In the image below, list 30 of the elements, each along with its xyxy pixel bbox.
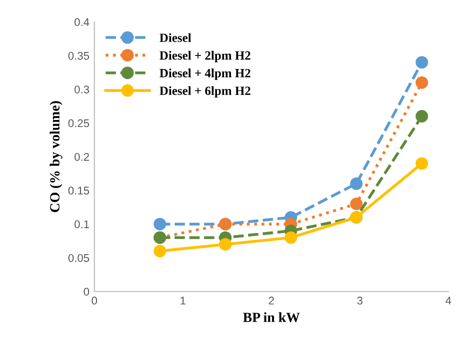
y-tick-label: 0.2 bbox=[74, 152, 89, 161]
legend-label: Diesel + 4lpm H2 bbox=[160, 68, 250, 80]
y-tick-label: 0.15 bbox=[68, 186, 90, 195]
x-tick-label: 3 bbox=[357, 296, 362, 305]
y-tick-label: 0.4 bbox=[74, 18, 90, 26]
point bbox=[284, 231, 298, 244]
point bbox=[219, 238, 232, 251]
y-tick-label: 0.35 bbox=[68, 52, 90, 60]
point bbox=[350, 198, 363, 210]
x-tick-label: 4 bbox=[446, 296, 452, 304]
legend-label: Diesel + 2lpm H2 bbox=[160, 50, 250, 62]
legend-label: Diesel bbox=[160, 33, 192, 42]
x-tick-label: 1 bbox=[180, 296, 186, 304]
point bbox=[416, 157, 428, 170]
point bbox=[154, 218, 166, 230]
y-tick-label: 0.25 bbox=[68, 119, 90, 128]
point bbox=[416, 76, 428, 89]
point bbox=[350, 177, 363, 190]
y-tick-label: 0.1 bbox=[74, 220, 89, 228]
point bbox=[154, 244, 166, 258]
point bbox=[416, 56, 428, 69]
x-axis-title: BP in kW bbox=[243, 312, 300, 322]
x-tick-label: 0 bbox=[92, 296, 98, 305]
y-tick-label: 0.3 bbox=[74, 86, 90, 94]
y-tick-label: 0 bbox=[84, 288, 90, 296]
y-tick-label: 0.05 bbox=[68, 254, 90, 262]
y-axis-title: CO (% by volume) bbox=[50, 101, 62, 212]
x-tick-label: 2 bbox=[268, 296, 274, 304]
point bbox=[416, 110, 428, 123]
legend-label: Diesel + 6lpm H2 bbox=[160, 86, 250, 98]
